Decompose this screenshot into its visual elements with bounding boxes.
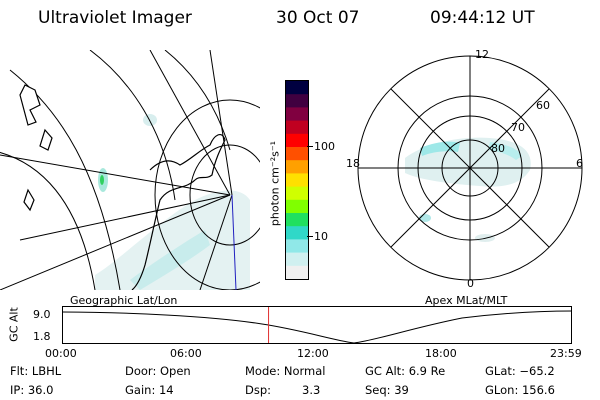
colorbar-segment <box>286 265 308 280</box>
colorbar-tick-10 <box>307 236 313 237</box>
imager-title: Ultraviolet Imager <box>38 8 192 28</box>
geographic-panel-label: Geographic Lat/Lon <box>70 294 178 307</box>
colorbar-segment <box>286 213 308 227</box>
colorbar-unit-label: photon cm⁻²s⁻¹ <box>268 140 282 227</box>
colorbar-segment <box>286 186 308 201</box>
colorbar-segment <box>286 147 308 161</box>
altitude-tick-9: 9.0 <box>33 308 51 321</box>
mlat-label-60: 60 <box>536 99 550 112</box>
mlt-label-0: 0 <box>467 277 474 290</box>
colorbar-segment <box>286 239 308 254</box>
altitude-plot <box>62 306 572 344</box>
filter-info: Flt: LBHL <box>10 364 62 378</box>
colorbar-segment <box>286 94 308 108</box>
colorbar-tick-label-100: 100 <box>314 140 335 153</box>
gain-info: Gain: 14 <box>125 383 174 397</box>
geographic-map <box>0 50 260 290</box>
geo-latitude-info: GLat: −65.2 <box>485 364 555 378</box>
colorbar-segment <box>286 120 308 135</box>
time-tick-0600: 06:00 <box>170 347 202 360</box>
image-date: 30 Oct 07 <box>276 8 360 28</box>
time-tick-1200: 12:00 <box>297 347 329 360</box>
colorbar-segment <box>286 252 308 267</box>
altitude-tick-1-8: 1.8 <box>33 330 51 343</box>
colorbar-segment <box>286 160 308 174</box>
ip-info: IP: 36.0 <box>10 383 54 397</box>
colorbar-segment <box>286 133 308 148</box>
colorbar-tick-label-10: 10 <box>314 230 328 243</box>
colorbar-segment <box>286 226 308 240</box>
door-info: Door: Open <box>125 364 191 378</box>
gc-altitude-info: GC Alt: 6.9 Re <box>365 364 446 378</box>
mlt-label-18: 18 <box>346 157 360 170</box>
mlt-label-6: 6 <box>576 157 583 170</box>
geo-longitude-info: GLon: 156.6 <box>485 383 555 397</box>
polar-mlat-mlt-plot <box>357 55 583 281</box>
mode-info: Mode: Normal <box>245 364 326 378</box>
dsp-label: Dsp: <box>245 383 272 397</box>
polar-panel-label: Apex MLat/MLT <box>425 294 508 307</box>
time-tick-1800: 18:00 <box>425 347 457 360</box>
dsp-value: 3.3 <box>302 383 321 397</box>
mlat-label-80: 80 <box>491 142 505 155</box>
colorbar-tick-100 <box>307 146 313 147</box>
colorbar-segment <box>286 107 308 122</box>
colorbar-segment <box>286 199 308 214</box>
colorbar-segment <box>286 81 308 95</box>
mlat-label-70: 70 <box>511 121 525 134</box>
mlt-label-12: 12 <box>475 48 489 61</box>
color-scale-bar <box>285 80 309 280</box>
sequence-info: Seq: 39 <box>365 383 409 397</box>
image-time: 09:44:12 UT <box>430 8 535 28</box>
colorbar-segment <box>286 173 308 188</box>
altitude-axis-label: GC Alt <box>7 307 21 342</box>
time-tick-0000: 00:00 <box>45 347 77 360</box>
time-tick-2359: 23:59 <box>550 347 582 360</box>
